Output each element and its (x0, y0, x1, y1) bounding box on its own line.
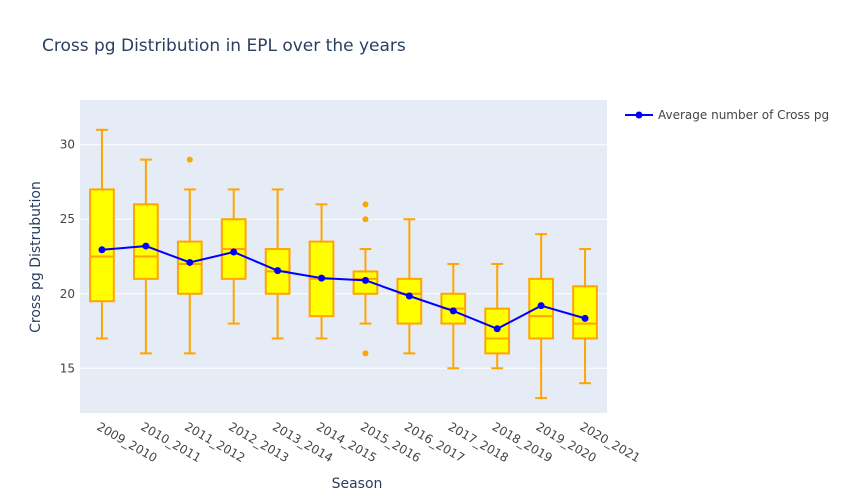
y-tick-label: 20 (60, 287, 75, 301)
average-point (449, 307, 457, 315)
y-tick-label: 25 (60, 212, 75, 226)
average-point (361, 276, 369, 284)
box-outlier-point (362, 350, 369, 357)
y-axis-title: Cross pg Distrubution (28, 181, 44, 333)
y-tick-label: 15 (60, 361, 75, 375)
x-axis-title: Season (332, 476, 383, 492)
gridlines (80, 144, 607, 369)
average-point (186, 258, 194, 266)
box-2020_2021[interactable] (572, 248, 598, 385)
box-iqr (89, 188, 115, 303)
box-iqr (133, 203, 159, 280)
average-point (405, 292, 413, 300)
average-point (98, 246, 106, 254)
box-iqr (396, 277, 423, 325)
average-point (142, 242, 150, 250)
average-point (537, 302, 545, 310)
average-point (493, 325, 501, 333)
plot-area (80, 100, 607, 413)
average-point (274, 267, 282, 275)
legend-entry-average: Average number of Cross pg (658, 108, 829, 122)
average-point (581, 314, 589, 322)
legend-marker-swatch (635, 111, 643, 119)
y-tick-label: 30 (60, 138, 75, 152)
chart-title: Cross pg Distribution in EPL over the ye… (42, 36, 406, 56)
box-outlier-point (362, 216, 369, 223)
y-axis-ticks: 15 20 25 30 (60, 138, 75, 376)
box-outlier-point (362, 201, 369, 208)
average-point (318, 274, 326, 282)
box-iqr (176, 240, 203, 295)
box-2010_2011[interactable] (133, 158, 159, 355)
box-outlier-point (186, 156, 193, 163)
average-point (230, 248, 238, 256)
average-line (101, 245, 586, 330)
legend[interactable]: Average number of Cross pg (625, 108, 829, 122)
box-iqr (572, 285, 598, 340)
average-line-series (98, 242, 589, 333)
box-2009_2010[interactable] (89, 128, 115, 340)
